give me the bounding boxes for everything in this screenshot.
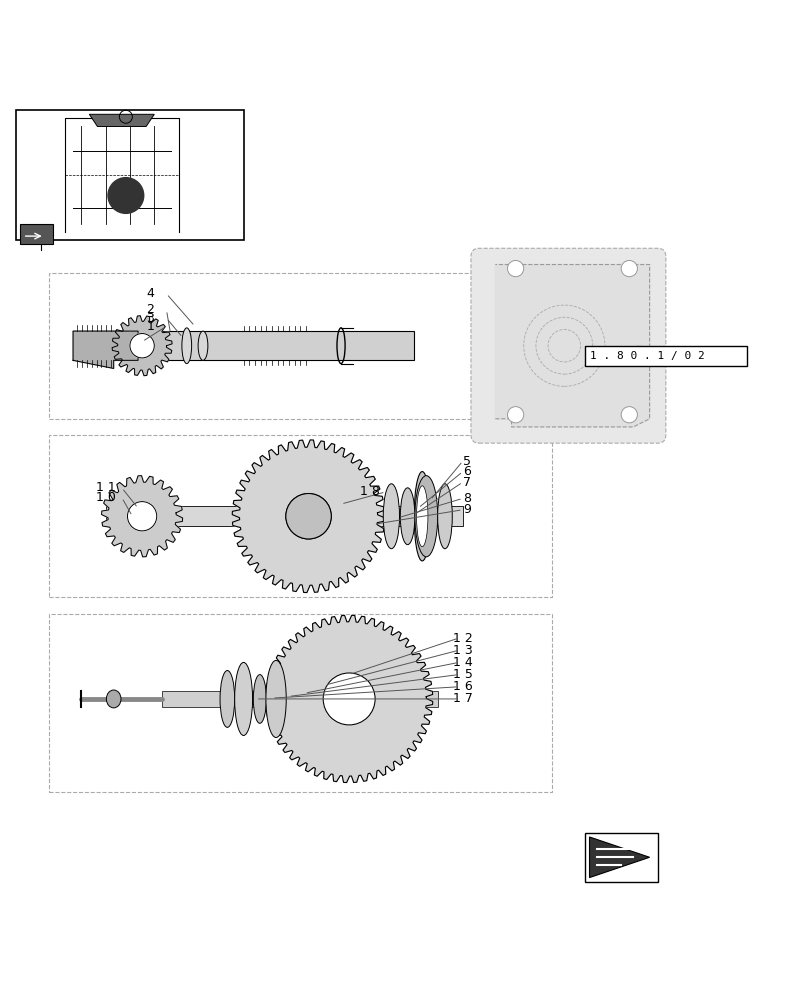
Text: 1 5: 1 5	[453, 668, 472, 681]
Text: 8: 8	[462, 492, 470, 505]
Ellipse shape	[106, 690, 121, 708]
Bar	[49, 614, 551, 792]
Polygon shape	[589, 837, 649, 878]
Bar	[584, 833, 657, 882]
FancyBboxPatch shape	[470, 248, 665, 443]
Polygon shape	[495, 265, 649, 427]
Text: 1 2: 1 2	[453, 632, 472, 645]
Ellipse shape	[383, 484, 399, 549]
Polygon shape	[73, 331, 138, 368]
Ellipse shape	[266, 660, 285, 738]
FancyBboxPatch shape	[584, 346, 746, 366]
Polygon shape	[265, 615, 432, 783]
Bar	[162, 691, 438, 707]
Bar	[49, 273, 535, 419]
Text: 3: 3	[146, 312, 154, 325]
Bar	[20, 224, 53, 244]
Text: 1 8: 1 8	[359, 485, 379, 498]
Polygon shape	[112, 316, 172, 376]
Ellipse shape	[400, 488, 414, 545]
Text: 5: 5	[462, 455, 470, 468]
Text: 1 . 8 0 . 1 / 0 2: 1 . 8 0 . 1 / 0 2	[590, 351, 704, 361]
Ellipse shape	[437, 484, 452, 549]
Circle shape	[127, 502, 157, 531]
Circle shape	[108, 178, 144, 213]
Text: 1 6: 1 6	[453, 680, 472, 693]
Circle shape	[323, 673, 375, 725]
Circle shape	[620, 260, 637, 277]
Circle shape	[130, 334, 154, 358]
Text: 1 1: 1 1	[96, 481, 115, 494]
Circle shape	[285, 494, 331, 539]
Text: 1 4: 1 4	[453, 656, 472, 669]
Bar	[73, 331, 414, 360]
Polygon shape	[101, 476, 182, 557]
Text: 1: 1	[146, 320, 154, 333]
Ellipse shape	[220, 671, 234, 727]
Text: 1 7: 1 7	[453, 692, 472, 705]
Bar	[49, 435, 551, 597]
Text: 2: 2	[146, 303, 154, 316]
Circle shape	[285, 494, 331, 539]
Polygon shape	[232, 440, 384, 593]
Text: 6: 6	[462, 465, 470, 478]
Circle shape	[507, 260, 523, 277]
Text: 1 3: 1 3	[453, 644, 472, 657]
Ellipse shape	[253, 675, 266, 723]
Bar	[16, 110, 243, 240]
Text: 9: 9	[462, 503, 470, 516]
Circle shape	[507, 407, 523, 423]
Ellipse shape	[416, 486, 427, 547]
Ellipse shape	[182, 328, 191, 364]
Polygon shape	[89, 114, 154, 126]
Bar	[105, 506, 462, 526]
Text: 4: 4	[146, 287, 154, 300]
Ellipse shape	[234, 662, 252, 735]
Ellipse shape	[414, 472, 430, 561]
Text: 1 0: 1 0	[96, 491, 115, 504]
Ellipse shape	[414, 476, 437, 557]
Text: 7: 7	[462, 476, 470, 489]
Circle shape	[620, 407, 637, 423]
Ellipse shape	[198, 331, 208, 360]
